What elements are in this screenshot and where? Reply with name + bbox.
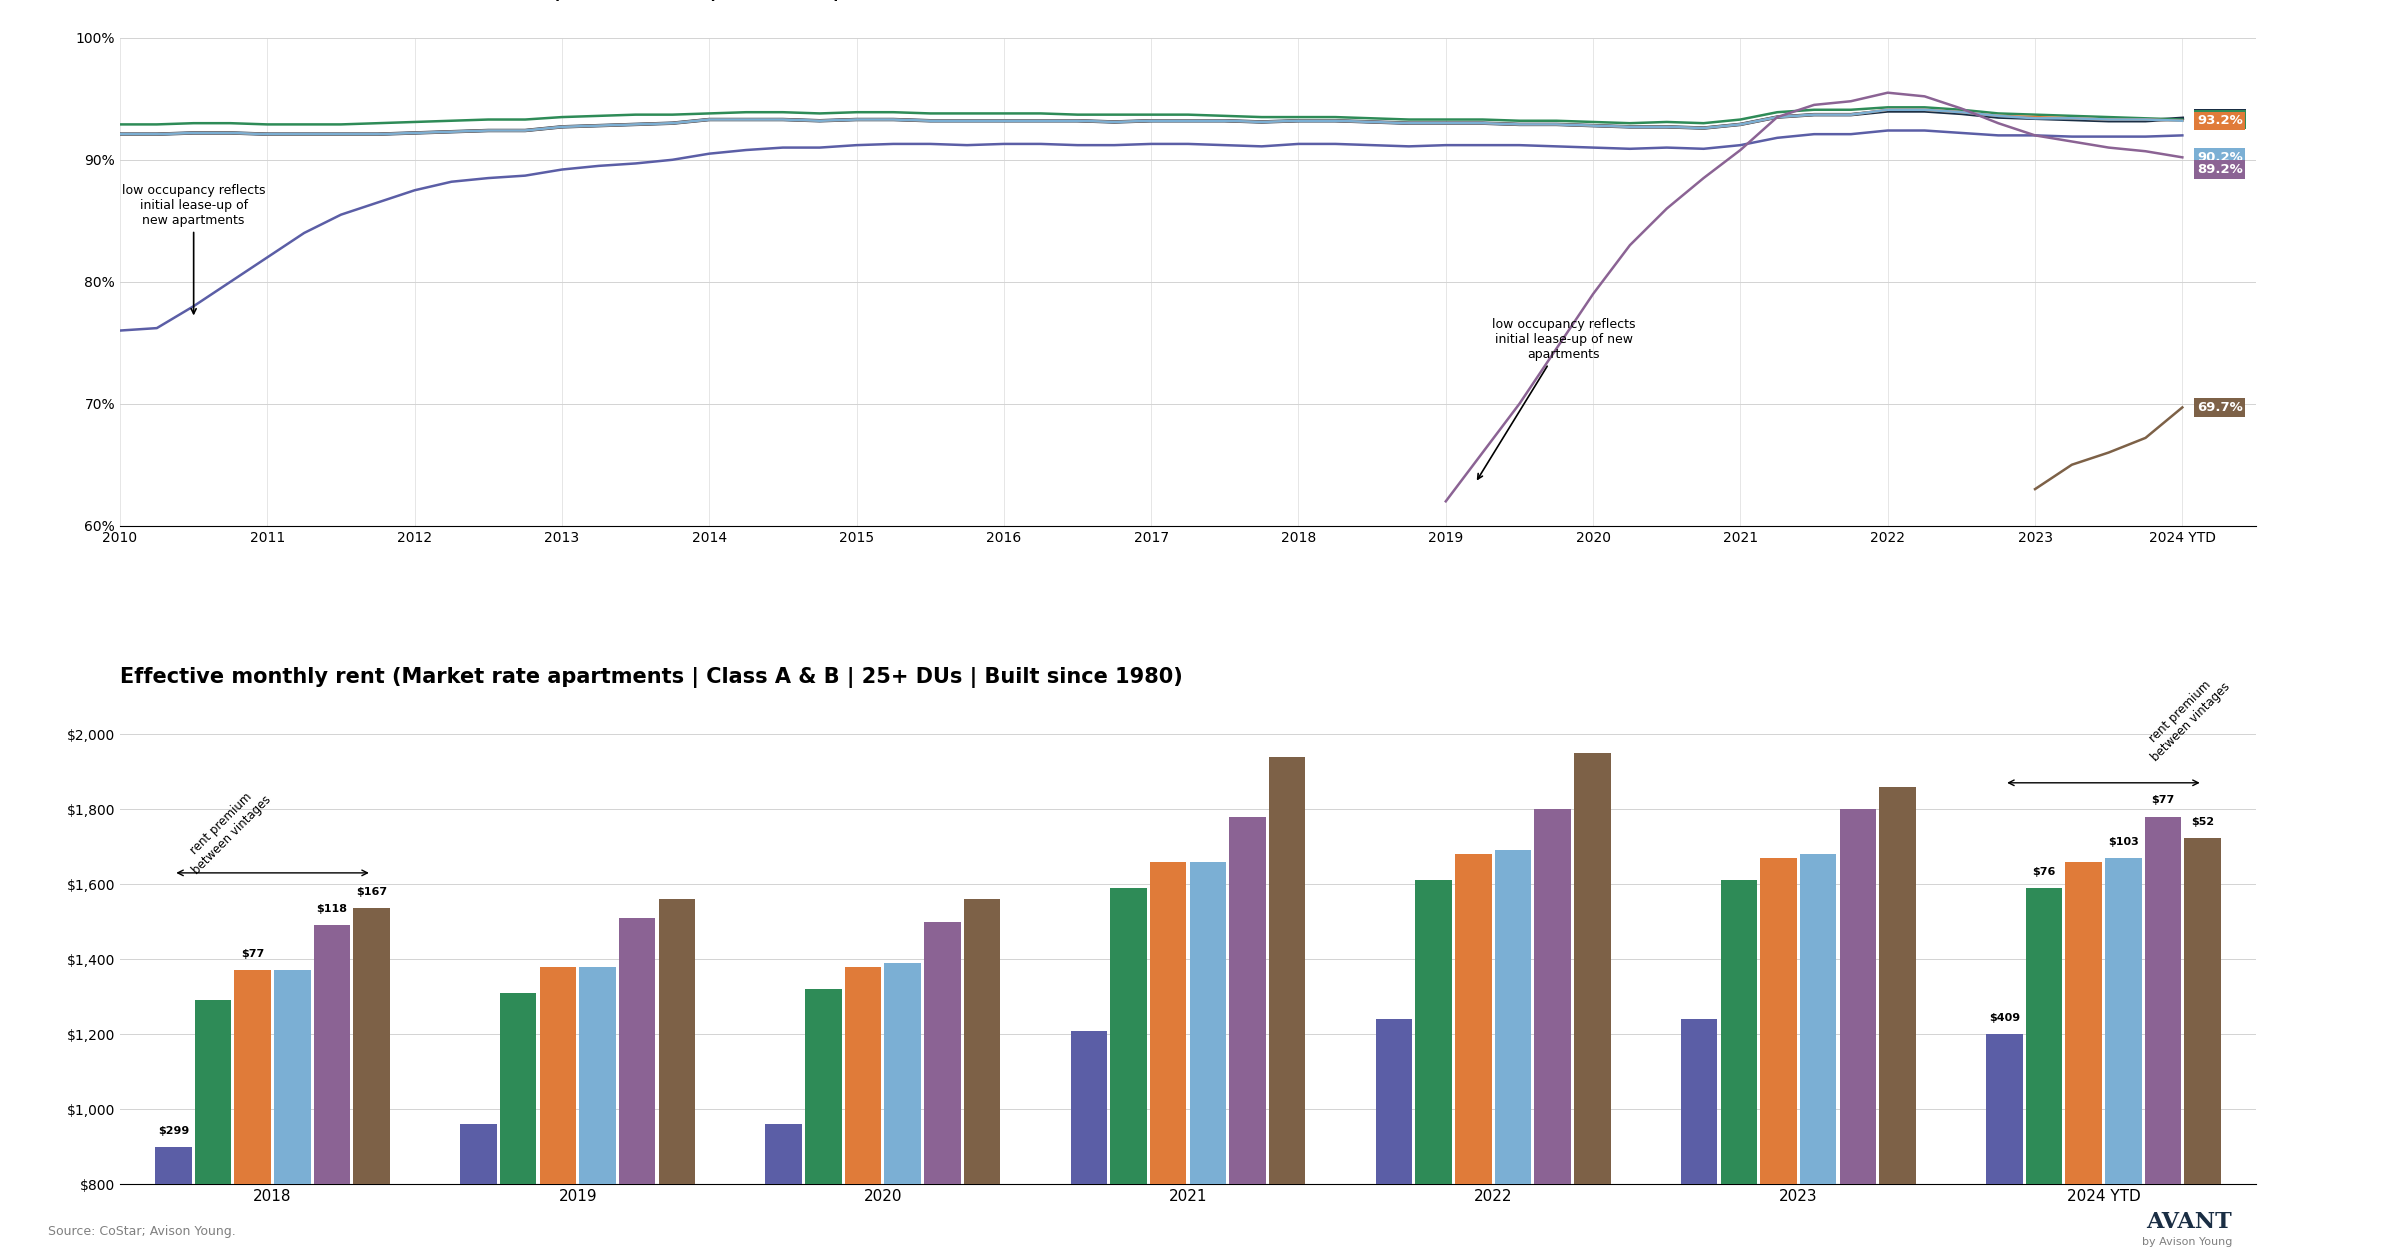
Bar (156, 1147, 192, 1260)
Bar (1070, 1031, 1106, 1260)
Text: 90.2%: 90.2% (2196, 151, 2244, 164)
Text: $118: $118 (317, 905, 348, 915)
Bar (886, 963, 922, 1260)
Bar (1574, 752, 1610, 1260)
Text: $299: $299 (158, 1125, 190, 1135)
Text: 93.2%: 93.2% (2196, 115, 2244, 127)
Text: $167: $167 (355, 887, 386, 897)
Text: AVANT: AVANT (2146, 1212, 2232, 1234)
Bar (1229, 816, 1265, 1260)
Text: 93.4%: 93.4% (2196, 112, 2244, 125)
Bar (924, 921, 960, 1260)
Bar (540, 966, 576, 1260)
Text: Source: CoStar; Avison Young.: Source: CoStar; Avison Young. (48, 1225, 235, 1237)
Bar (1680, 1019, 1718, 1260)
Bar (1838, 809, 1877, 1260)
Bar (965, 900, 1001, 1260)
Text: rent premium
between vintages: rent premium between vintages (2138, 669, 2232, 764)
Bar (1759, 858, 1798, 1260)
Bar (1800, 854, 1836, 1260)
Bar (1721, 881, 1757, 1260)
Bar (1416, 881, 1452, 1260)
Text: by Avison Young: by Avison Young (2141, 1237, 2232, 1247)
Text: $76: $76 (2033, 867, 2057, 877)
Bar (1111, 888, 1147, 1260)
Bar (1987, 1034, 2023, 1260)
Bar (2105, 858, 2141, 1260)
Bar (1534, 809, 1572, 1260)
Text: rent premium
between vintages: rent premium between vintages (180, 782, 274, 877)
Text: low occupancy reflects
initial lease-up of
new apartments: low occupancy reflects initial lease-up … (122, 184, 266, 314)
Bar (461, 1124, 497, 1260)
Bar (314, 925, 350, 1260)
Bar (235, 970, 271, 1260)
Bar (274, 970, 310, 1260)
Bar (804, 989, 842, 1260)
Text: 93.3%: 93.3% (2196, 113, 2244, 126)
Bar (499, 993, 538, 1260)
Bar (1190, 862, 1226, 1260)
Text: low occupancy reflects
initial lease-up of new
apartments: low occupancy reflects initial lease-up … (1478, 318, 1634, 479)
Bar (194, 1000, 230, 1260)
Bar (1879, 786, 1915, 1260)
Bar (2146, 816, 2182, 1260)
Bar (2026, 888, 2062, 1260)
Text: $103: $103 (2107, 837, 2138, 847)
Text: $52: $52 (2191, 816, 2215, 827)
Text: $77: $77 (2150, 795, 2174, 805)
Text: $77: $77 (240, 949, 264, 959)
Text: $409: $409 (1990, 1013, 2021, 1023)
Bar (1454, 854, 1490, 1260)
Bar (1375, 1019, 1411, 1260)
Bar (2184, 838, 2220, 1260)
Text: Effective monthly rent (Market rate apartments | Class A & B | 25+ DUs | Built s: Effective monthly rent (Market rate apar… (120, 667, 1183, 688)
Bar (845, 966, 881, 1260)
Bar (2066, 862, 2102, 1260)
Bar (353, 907, 389, 1260)
Bar (578, 966, 617, 1260)
Bar (619, 919, 655, 1260)
Bar (1150, 862, 1186, 1260)
Bar (1270, 756, 1306, 1260)
Text: 69.7%: 69.7% (2196, 401, 2244, 413)
Bar (658, 900, 696, 1260)
Text: 89.2%: 89.2% (2196, 163, 2244, 176)
Text: 93.3%: 93.3% (2196, 113, 2244, 126)
Bar (766, 1124, 802, 1260)
Bar (1495, 850, 1531, 1260)
